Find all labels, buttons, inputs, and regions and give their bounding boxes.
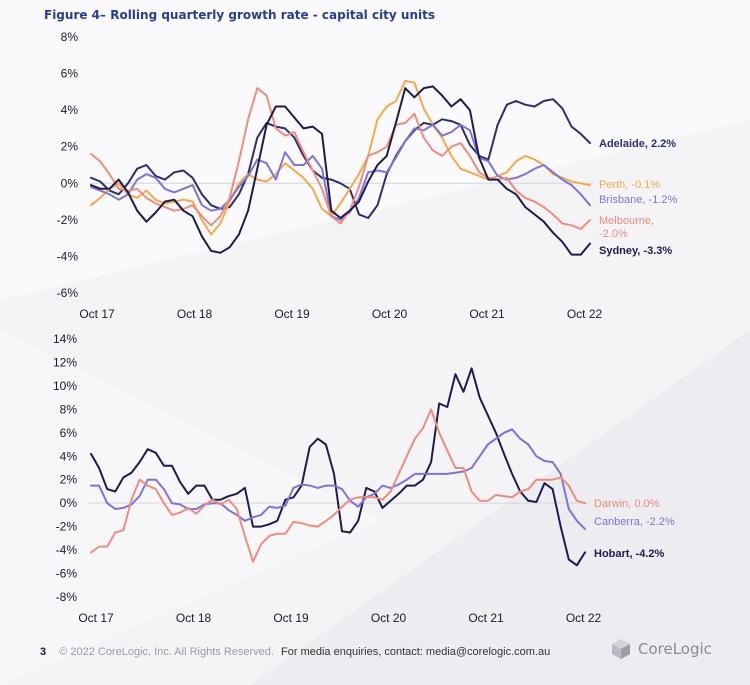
page-number: 3 bbox=[40, 646, 47, 658]
media-contact: For media enquiries, contact: media@core… bbox=[281, 646, 551, 658]
x-tick-label: Oct 19 bbox=[274, 307, 310, 321]
y-tick-label: -6% bbox=[57, 286, 79, 300]
y-tick-label: -6% bbox=[56, 567, 78, 581]
y-tick-label: 10% bbox=[53, 379, 77, 393]
figure-title: Figure 4– Rolling quarterly growth rate … bbox=[44, 8, 435, 22]
y-tick-label: -2% bbox=[57, 213, 79, 227]
series-line bbox=[90, 79, 591, 236]
corelogic-logo-icon bbox=[612, 639, 630, 659]
series-label: Darwin, 0.0% bbox=[594, 498, 660, 510]
y-tick-label: 8% bbox=[60, 402, 78, 416]
series-line bbox=[90, 428, 586, 530]
series-label: Melbourne, bbox=[599, 215, 654, 227]
series-label: -2.0% bbox=[599, 228, 628, 240]
x-tick-label: Oct 21 bbox=[468, 611, 504, 625]
series-line bbox=[90, 85, 591, 256]
series-label: Brisbane, -1.2% bbox=[599, 194, 677, 206]
x-tick-label: Oct 20 bbox=[371, 611, 407, 625]
y-tick-label: 4% bbox=[61, 103, 79, 117]
corelogic-brand: CoreLogic bbox=[610, 638, 712, 660]
y-tick-label: -2% bbox=[56, 520, 78, 534]
copyright-text: © 2022 CoreLogic, Inc. All Rights Reserv… bbox=[59, 646, 274, 658]
series-label: Sydney, -3.3% bbox=[599, 245, 672, 257]
x-tick-label: Oct 18 bbox=[177, 307, 213, 321]
y-tick-label: 0% bbox=[61, 176, 79, 190]
y-tick-label: 2% bbox=[61, 140, 79, 154]
series-line bbox=[90, 98, 591, 219]
x-tick-label: Oct 21 bbox=[469, 307, 505, 321]
y-tick-label: 6% bbox=[61, 67, 79, 81]
y-tick-label: 0% bbox=[60, 496, 78, 510]
series-line bbox=[90, 367, 586, 567]
x-tick-label: Oct 18 bbox=[176, 611, 212, 625]
y-tick-label: 2% bbox=[60, 473, 78, 487]
x-tick-label: Oct 22 bbox=[566, 611, 602, 625]
brand-name: CoreLogic bbox=[638, 640, 712, 658]
x-tick-label: Oct 17 bbox=[78, 611, 114, 625]
series-label: Canberra, -2.2% bbox=[594, 516, 675, 528]
series-line bbox=[90, 87, 591, 230]
y-tick-label: -8% bbox=[56, 590, 78, 604]
y-tick-label: 6% bbox=[60, 426, 78, 440]
x-tick-label: Oct 20 bbox=[372, 307, 408, 321]
series-label: Perth, -0.1% bbox=[599, 179, 660, 191]
y-tick-label: 4% bbox=[60, 449, 78, 463]
x-tick-label: Oct 22 bbox=[567, 307, 603, 321]
series-line bbox=[90, 408, 586, 563]
y-tick-label: -4% bbox=[57, 249, 79, 263]
series-line bbox=[90, 123, 591, 221]
y-tick-label: 12% bbox=[53, 355, 77, 369]
series-label: Hobart, -4.2% bbox=[594, 548, 665, 560]
x-tick-label: Oct 19 bbox=[273, 611, 309, 625]
x-tick-label: Oct 17 bbox=[79, 307, 115, 321]
y-tick-label: 8% bbox=[61, 30, 79, 44]
page-footer: 3 © 2022 CoreLogic, Inc. All Rights Rese… bbox=[40, 646, 550, 658]
series-label: Adelaide, 2.2% bbox=[599, 138, 676, 150]
y-tick-label: -4% bbox=[56, 543, 78, 557]
y-tick-label: 14% bbox=[53, 332, 77, 346]
